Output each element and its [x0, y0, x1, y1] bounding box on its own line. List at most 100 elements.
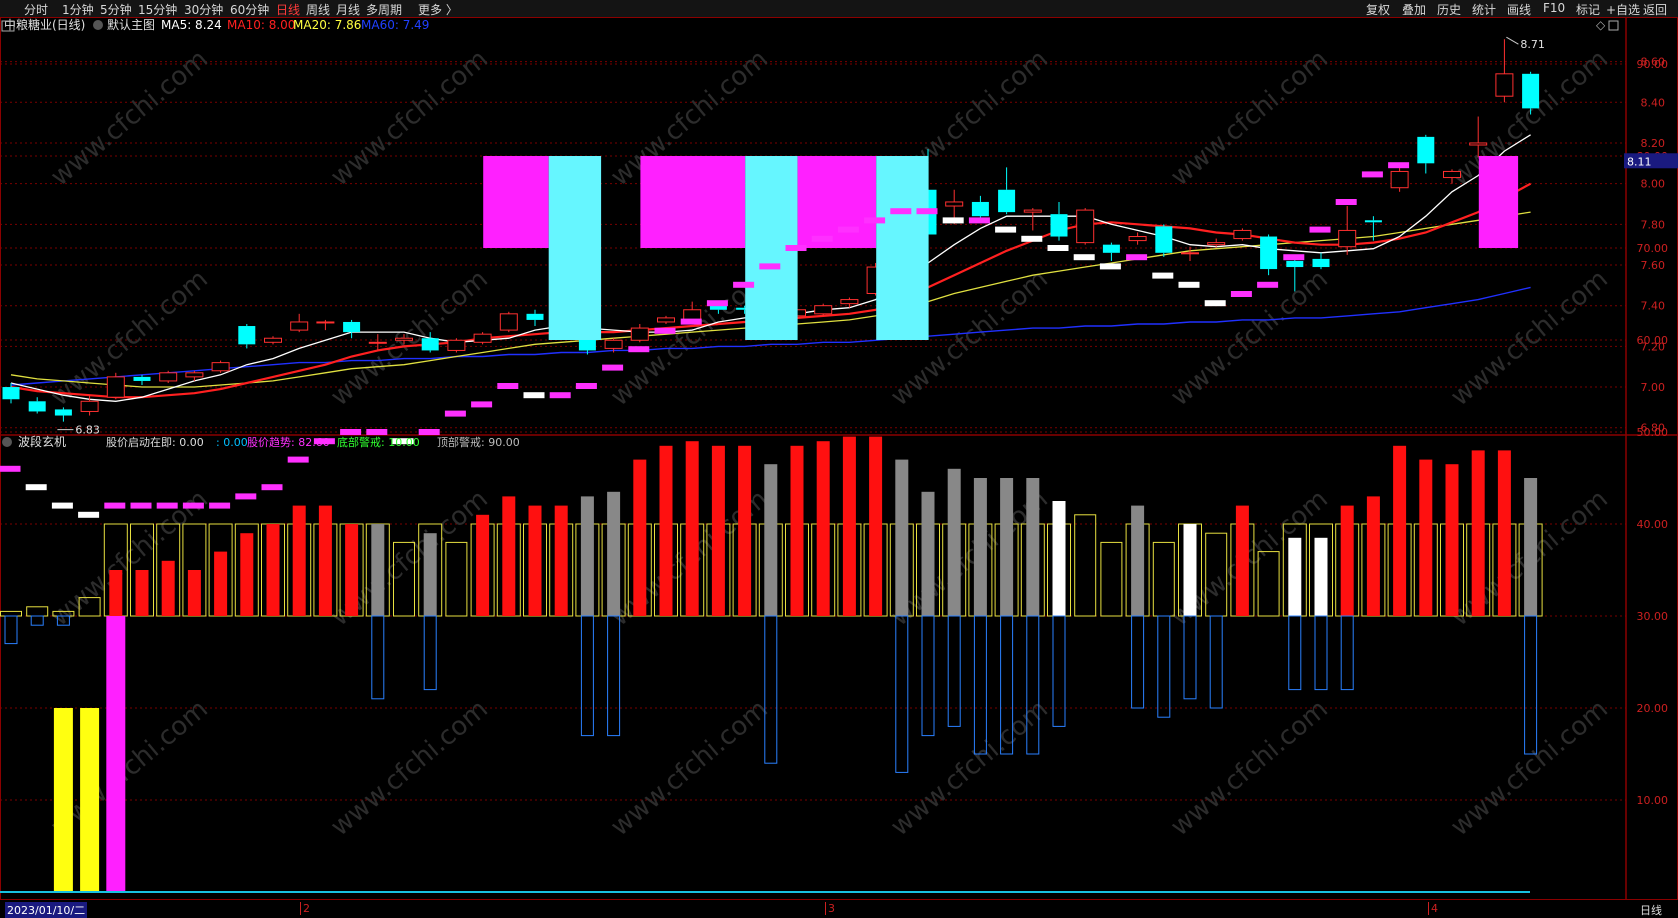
toolbar-btn-2[interactable]: 历史 — [1437, 3, 1462, 17]
stock-chart[interactable]: www.cfchi.com www.cfchi.com www.cfchi.com w… — [0, 17, 1678, 900]
candle[interactable] — [499, 311, 518, 333]
sub-bar-blue — [1052, 615, 1066, 727]
sub-bar-red — [869, 436, 883, 616]
candle[interactable] — [159, 370, 178, 383]
toolbar-btn-3[interactable]: 统计 — [1472, 3, 1497, 17]
candle[interactable] — [1023, 208, 1042, 231]
candle[interactable] — [368, 334, 387, 351]
toolbar-btn-5[interactable]: F10 — [1543, 1, 1566, 15]
sub-bar-red — [109, 570, 123, 616]
candle[interactable] — [1338, 206, 1357, 255]
sub-bar-blue — [1157, 615, 1171, 718]
candle[interactable] — [1207, 238, 1226, 247]
candle[interactable] — [1469, 116, 1488, 158]
candle-body-down — [421, 338, 439, 351]
candle-body-up — [368, 341, 387, 344]
tab-3[interactable]: 15分钟 — [138, 3, 178, 17]
candle[interactable] — [971, 195, 989, 219]
sub-bar-blue — [1131, 615, 1145, 709]
candle[interactable] — [473, 332, 492, 345]
sub-menu-icon[interactable] — [2, 437, 12, 447]
candle[interactable] — [421, 332, 439, 353]
candle[interactable] — [133, 374, 151, 386]
candle[interactable] — [1050, 201, 1068, 241]
tab-10[interactable]: 更多 〉 — [418, 3, 458, 17]
candle[interactable] — [1522, 71, 1540, 115]
candle[interactable] — [54, 407, 72, 422]
candle[interactable] — [840, 297, 859, 308]
candle[interactable] — [1181, 246, 1199, 261]
sub-bar-red — [135, 570, 149, 616]
toolbar-btn-7[interactable]: +自选 — [1606, 3, 1641, 17]
cursor-date-label: 2023/01/10/二 — [5, 902, 88, 918]
candle-body-down — [238, 326, 256, 345]
price-tick: 8.40 — [1641, 96, 1666, 109]
candle[interactable] — [1495, 39, 1514, 103]
candle[interactable] — [1443, 169, 1461, 184]
trend-mark — [759, 263, 781, 270]
tab-0[interactable]: 分时 — [24, 3, 49, 17]
candle[interactable] — [1312, 252, 1330, 270]
candle[interactable] — [1390, 167, 1409, 192]
indicator-menu-icon[interactable] — [93, 20, 103, 30]
toolbar-btn-1[interactable]: 叠加 — [1402, 3, 1427, 17]
candle[interactable] — [1417, 134, 1435, 174]
candle[interactable] — [2, 382, 20, 404]
tab-1[interactable]: 1分钟 — [62, 3, 94, 17]
trend-mark — [837, 226, 859, 233]
candle[interactable] — [185, 370, 204, 381]
candle[interactable] — [264, 336, 282, 345]
toolbar-btn-6[interactable]: 标记 — [1576, 3, 1601, 17]
candle-body-down — [54, 409, 72, 416]
candle[interactable] — [343, 319, 361, 339]
candle[interactable] — [1260, 234, 1278, 276]
candle[interactable] — [736, 305, 754, 314]
trend-mark — [0, 465, 21, 472]
candlesticks[interactable]: 8.71 6.83 — [2, 36, 1545, 437]
toolbar-btn-0[interactable]: 复权 — [1366, 3, 1391, 17]
sub-tick: 90.00 — [1637, 58, 1669, 71]
candle[interactable] — [998, 167, 1016, 215]
candle[interactable] — [106, 372, 125, 400]
expand-icon[interactable] — [1, 20, 15, 32]
sub-bar-red — [214, 551, 228, 616]
tab-7[interactable]: 周线 — [306, 3, 331, 17]
candle[interactable] — [28, 397, 46, 414]
trend-mark — [130, 502, 152, 509]
candle[interactable] — [1155, 224, 1173, 257]
candle[interactable] — [80, 395, 99, 416]
candle[interactable] — [526, 309, 544, 327]
candle[interactable] — [211, 360, 230, 373]
candle-body-up — [1181, 252, 1199, 255]
sub-bar-red — [476, 514, 490, 616]
tab-9[interactable]: 多周期 — [366, 3, 403, 17]
candle[interactable] — [1102, 242, 1120, 261]
current-price-label: 8.11 — [1627, 155, 1652, 168]
candle[interactable] — [395, 334, 413, 345]
window-icon[interactable] — [1608, 20, 1619, 31]
sub-bar-blue — [947, 615, 961, 727]
candle-body-up — [1128, 236, 1147, 242]
candle[interactable] — [238, 323, 256, 349]
sub-bar-red — [292, 505, 306, 616]
candle[interactable] — [1364, 216, 1382, 241]
tab-4[interactable]: 30分钟 — [184, 3, 224, 17]
candle[interactable] — [604, 338, 623, 353]
candle[interactable] — [657, 315, 675, 324]
toolbar-btn-4[interactable]: 画线 — [1507, 3, 1532, 17]
candle[interactable] — [814, 303, 833, 316]
tab-8[interactable]: 月线 — [336, 3, 361, 17]
candle[interactable] — [447, 338, 466, 353]
candle[interactable] — [1233, 228, 1252, 241]
tab-2[interactable]: 5分钟 — [100, 3, 132, 17]
candle[interactable] — [1076, 208, 1095, 245]
candle[interactable] — [1128, 232, 1147, 245]
tab-6[interactable]: 日线 — [276, 3, 301, 17]
tab-5[interactable]: 60分钟 — [230, 3, 270, 17]
sub-bar-gray — [1524, 478, 1538, 616]
candle[interactable] — [316, 319, 335, 331]
toolbar-btn-8[interactable]: 返回 — [1643, 3, 1668, 17]
candle[interactable] — [290, 313, 309, 333]
sub-bar-blue — [1524, 615, 1538, 755]
candle[interactable] — [630, 323, 649, 343]
